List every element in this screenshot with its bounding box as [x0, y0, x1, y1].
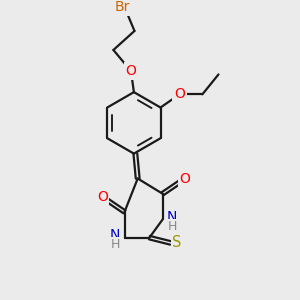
Text: N: N [167, 210, 177, 224]
Text: O: O [97, 190, 108, 204]
Text: O: O [174, 87, 185, 101]
Text: N: N [110, 228, 120, 242]
Text: O: O [179, 172, 190, 185]
Text: H: H [167, 220, 177, 233]
Text: O: O [125, 64, 136, 78]
Text: H: H [110, 238, 120, 251]
Text: S: S [172, 236, 182, 250]
Text: Br: Br [115, 0, 130, 14]
